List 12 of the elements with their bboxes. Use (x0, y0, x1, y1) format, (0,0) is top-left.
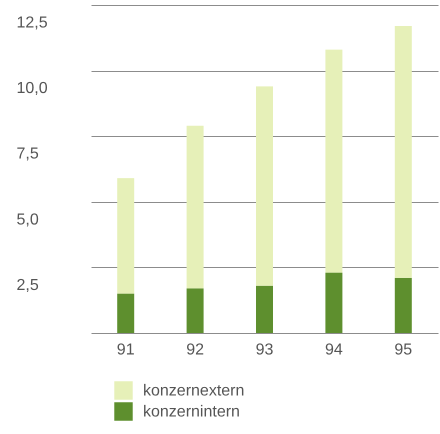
x-tick-label: 92 (186, 342, 204, 358)
y-tick-label: 5,0 (16, 211, 39, 228)
y-tick-label: 12,5 (16, 14, 48, 32)
x-tick-label: 91 (116, 342, 135, 358)
y-tick-label: 7,5 (16, 146, 39, 163)
y-tick-label: 2,5 (16, 276, 39, 294)
x-tick-label: 95 (394, 342, 412, 358)
y-tick-label: 10,0 (16, 80, 48, 98)
x-tick-label: 94 (325, 342, 343, 358)
legend-label: konzernintern (143, 404, 240, 420)
legend-label: konzernextern (143, 382, 244, 400)
x-tick-label: 93 (256, 342, 274, 358)
